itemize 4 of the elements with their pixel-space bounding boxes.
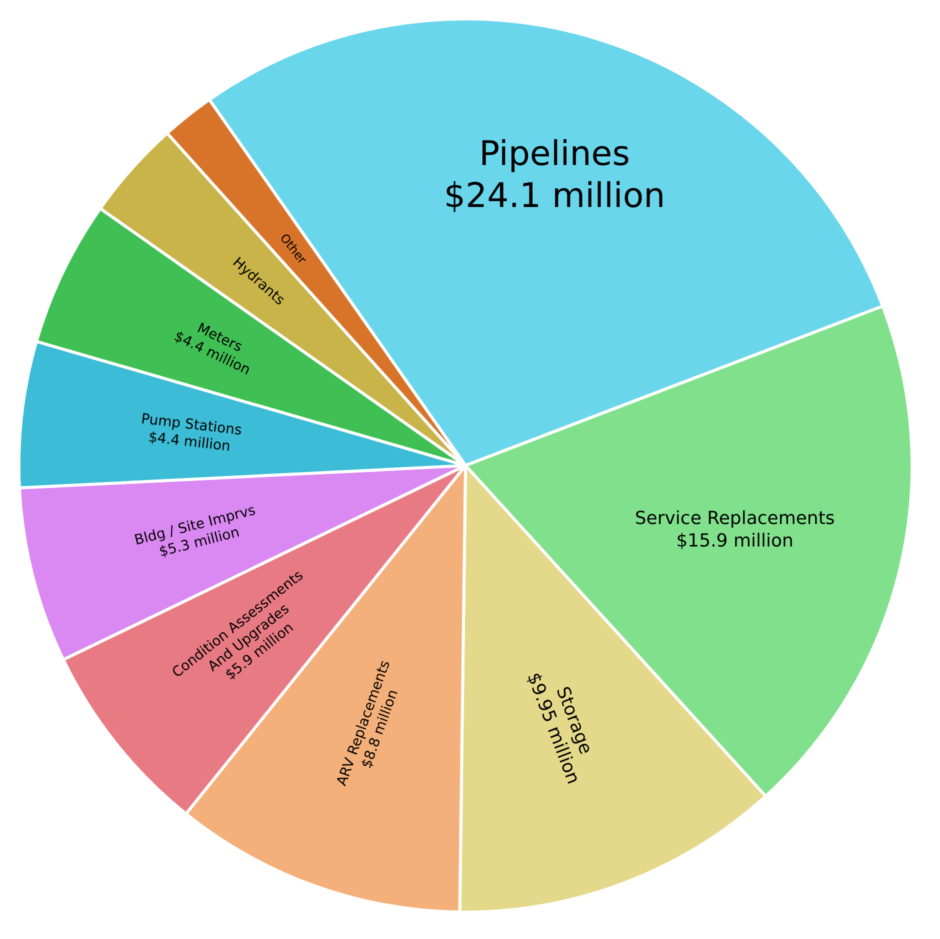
slice-label: Service Replacements (634, 508, 835, 530)
data-label: $24.1 million (444, 176, 666, 216)
data-label: $15.9 million (676, 530, 794, 552)
slice-label: Pipelines (479, 134, 630, 174)
